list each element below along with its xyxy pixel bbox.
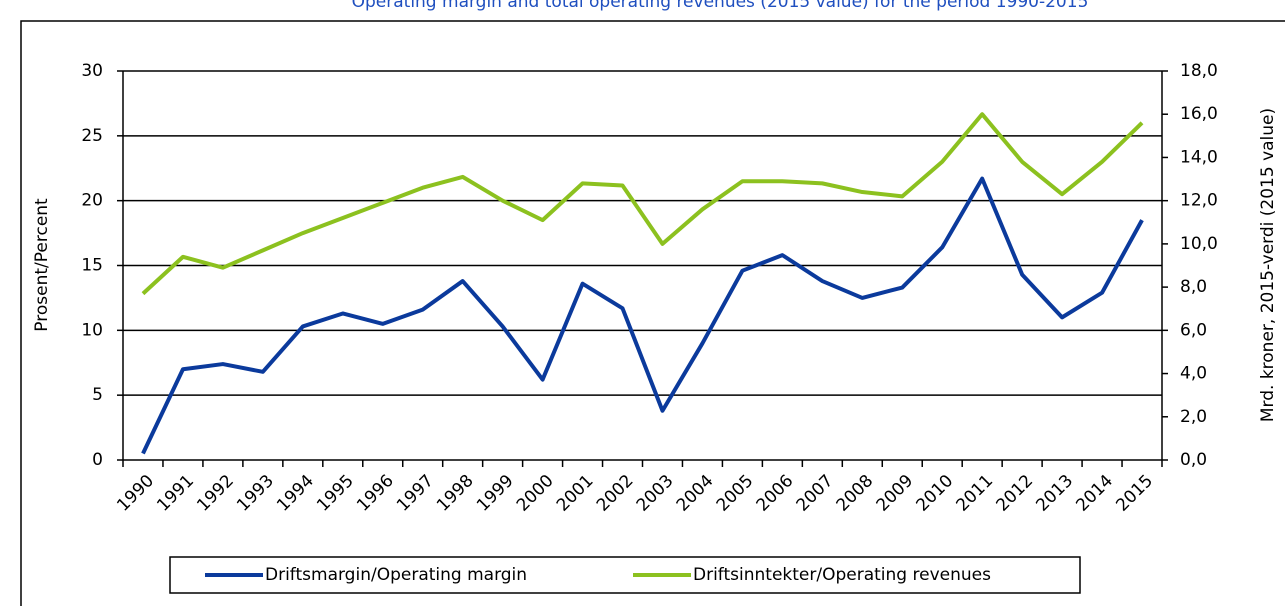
x-tick-label: 2007 bbox=[793, 471, 838, 516]
x-tick-label: 1995 bbox=[313, 471, 358, 516]
x-tick-label: 2000 bbox=[513, 471, 558, 516]
y-tick-label: 0 bbox=[92, 450, 103, 470]
y-tick-label: 5 bbox=[92, 385, 103, 405]
x-tick-label: 1990 bbox=[113, 471, 158, 516]
y2-tick-label: 8,0 bbox=[1180, 277, 1207, 297]
x-tick-label: 1992 bbox=[193, 471, 238, 516]
series-line bbox=[141, 176, 1144, 455]
x-tick-label: 2010 bbox=[913, 471, 958, 516]
x-tick-label: 1996 bbox=[353, 471, 398, 516]
x-tick-label: 2002 bbox=[593, 471, 638, 516]
y-tick-label: 25 bbox=[81, 126, 103, 146]
x-tick-label: 2003 bbox=[633, 471, 678, 516]
y2-tick-label: 4,0 bbox=[1180, 364, 1207, 384]
legend-label: Driftsmargin/Operating margin bbox=[265, 565, 527, 585]
x-tick-label: 2014 bbox=[1072, 471, 1117, 516]
y2-tick-label: 6,0 bbox=[1180, 320, 1207, 340]
x-tick-label: 1994 bbox=[273, 471, 318, 516]
y2-tick-label: 12,0 bbox=[1180, 191, 1218, 211]
y2-axis-label: Mrd. kroner, 2015-verdi (2015 value) bbox=[1258, 108, 1278, 422]
y-tick-label: 30 bbox=[81, 61, 103, 81]
legend bbox=[169, 556, 1081, 594]
x-tick-label: 1997 bbox=[393, 471, 438, 516]
y2-tick-label: 16,0 bbox=[1180, 104, 1218, 124]
x-tick-label: 2006 bbox=[753, 471, 798, 516]
x-tick-label: 2009 bbox=[873, 471, 918, 516]
x-tick-label: 1991 bbox=[153, 471, 198, 516]
y2-tick-label: 18,0 bbox=[1180, 61, 1218, 81]
y-tick-label: 15 bbox=[81, 256, 103, 276]
y-tick-label: 10 bbox=[81, 320, 103, 340]
y2-tick-label: 10,0 bbox=[1180, 234, 1218, 254]
y-axis-label: Prosent/Percent bbox=[32, 198, 52, 332]
y2-tick-label: 0,0 bbox=[1180, 450, 1207, 470]
x-tick-label: 1993 bbox=[233, 471, 278, 516]
x-tick-label: 2012 bbox=[992, 471, 1037, 516]
chart-frame bbox=[20, 20, 1285, 606]
legend-label: Driftsinntekter/Operating revenues bbox=[693, 565, 991, 585]
x-tick-label: 2011 bbox=[953, 471, 998, 516]
y2-tick-label: 2,0 bbox=[1180, 407, 1207, 427]
y-tick-label: 20 bbox=[81, 191, 103, 211]
x-tick-label: 2005 bbox=[713, 471, 758, 516]
y2-tick-label: 14,0 bbox=[1180, 147, 1218, 167]
x-tick-label: 2008 bbox=[833, 471, 878, 516]
series-line bbox=[141, 112, 1144, 296]
x-tick-label: 1999 bbox=[473, 471, 518, 516]
x-tick-label: 2015 bbox=[1112, 471, 1157, 516]
x-tick-label: 1998 bbox=[433, 471, 478, 516]
x-tick-label: 2013 bbox=[1032, 471, 1077, 516]
x-tick-label: 2004 bbox=[673, 471, 718, 516]
chart-title: Operating margin and total operating rev… bbox=[352, 0, 1089, 12]
x-tick-label: 2001 bbox=[553, 471, 598, 516]
